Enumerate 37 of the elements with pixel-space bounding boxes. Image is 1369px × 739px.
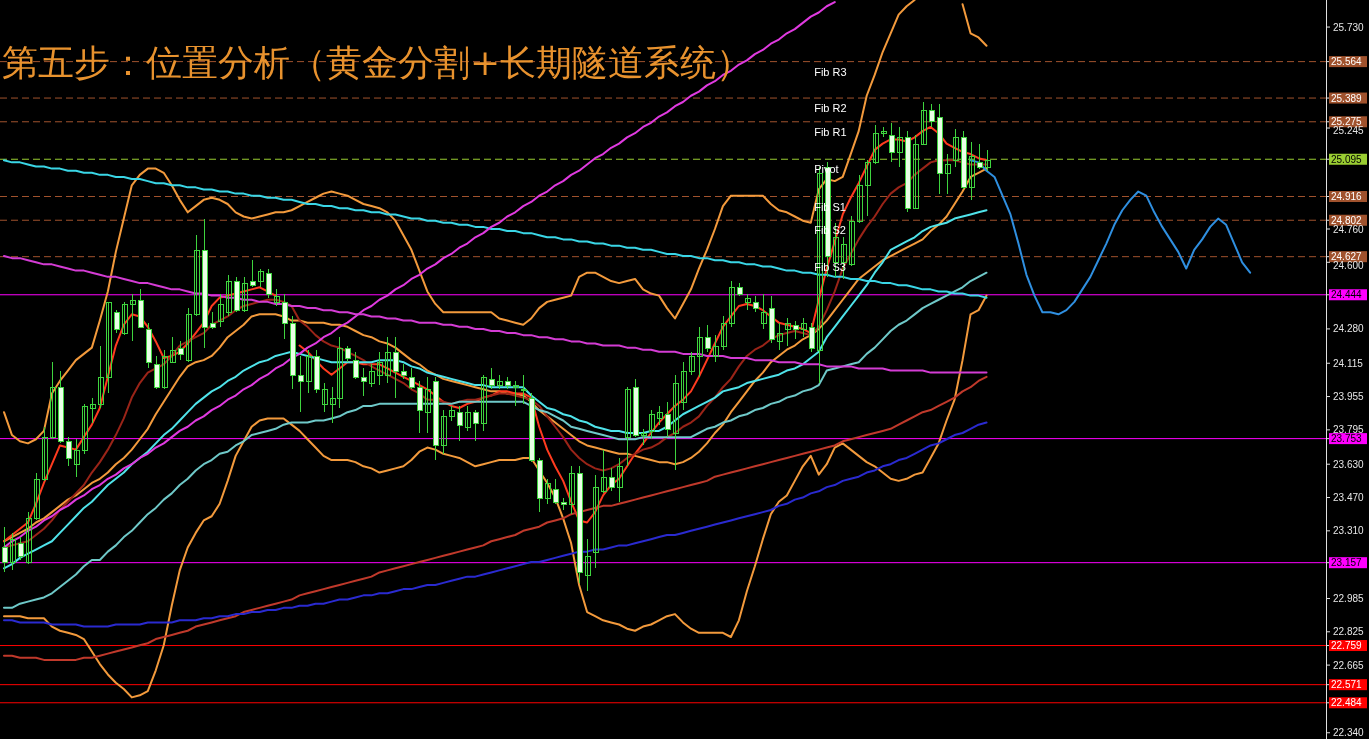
ref-line-label: Fib R1 <box>814 125 847 138</box>
y-tick-label: 22.340 <box>1333 727 1365 739</box>
y-tick-label: 24.280 <box>1333 323 1365 335</box>
y-tick-label: 25.275 <box>1331 116 1363 128</box>
y-tick-label: 22.825 <box>1333 626 1365 638</box>
y-tick-label: 23.795 <box>1333 424 1365 436</box>
line-series <box>2 421 988 628</box>
y-tick-label: 22.665 <box>1333 659 1365 671</box>
y-tick-label: 23.630 <box>1333 458 1365 470</box>
line-series <box>2 271 988 609</box>
y-tick-label: 24.802 <box>1331 214 1363 226</box>
y-tick-label: 24.760 <box>1333 223 1365 235</box>
y-tick-label: 25.245 <box>1333 125 1365 137</box>
line-series <box>2 159 988 299</box>
y-tick-label: 23.753 <box>1331 433 1363 445</box>
line-series <box>2 294 988 699</box>
y-tick-label: 24.115 <box>1333 357 1364 369</box>
line-series <box>2 375 988 661</box>
y-tick-label: 22.759 <box>1331 640 1363 652</box>
y-tick-label: 22.571 <box>1331 679 1363 691</box>
y-tick-label: 22.985 <box>1333 592 1365 604</box>
y-tick-label: 23.310 <box>1333 525 1365 537</box>
y-tick-label: 25.730 <box>1333 21 1365 33</box>
y-tick-label: 25.389 <box>1331 92 1363 104</box>
y-tick-label: 23.955 <box>1333 391 1365 403</box>
y-tick-label: 24.444 <box>1331 289 1363 301</box>
line-series <box>2 209 988 570</box>
y-tick-label: 23.157 <box>1331 557 1363 569</box>
ref-line-label: Fib R2 <box>814 102 847 115</box>
y-tick-label: 25.564 <box>1331 56 1363 68</box>
y-tick-label: 23.470 <box>1333 492 1365 504</box>
ref-line-label: Fib R3 <box>814 65 847 78</box>
y-tick-label: 24.916 <box>1331 191 1363 203</box>
y-tick-label: 25.095 <box>1331 153 1363 165</box>
y-tick-label: 24.627 <box>1331 251 1363 263</box>
y-tick-label: 24.600 <box>1333 260 1365 272</box>
y-tick-label: 22.484 <box>1331 697 1363 709</box>
